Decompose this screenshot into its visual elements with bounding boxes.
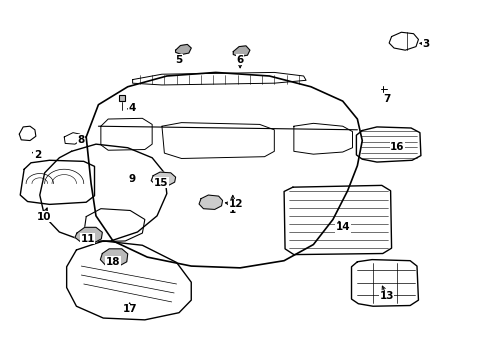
Text: 13: 13 [379, 291, 394, 301]
Text: 5: 5 [175, 55, 183, 65]
Text: 1: 1 [229, 206, 236, 216]
Text: 9: 9 [128, 174, 135, 184]
Text: 15: 15 [154, 178, 168, 188]
Polygon shape [75, 227, 102, 243]
Text: 6: 6 [237, 55, 244, 65]
Polygon shape [175, 44, 191, 54]
Text: 3: 3 [422, 39, 429, 49]
Text: 4: 4 [129, 103, 136, 113]
Text: 11: 11 [80, 234, 95, 244]
Text: 16: 16 [390, 142, 405, 152]
Text: 2: 2 [34, 150, 41, 160]
Text: 14: 14 [336, 222, 350, 232]
Text: 17: 17 [122, 304, 137, 314]
Text: 7: 7 [383, 94, 391, 104]
Text: 18: 18 [106, 257, 121, 267]
Polygon shape [100, 249, 128, 266]
Text: 12: 12 [229, 199, 244, 210]
Text: 8: 8 [78, 135, 85, 145]
Polygon shape [199, 195, 222, 210]
Polygon shape [233, 46, 250, 57]
Polygon shape [151, 172, 175, 186]
Text: 10: 10 [36, 212, 51, 221]
